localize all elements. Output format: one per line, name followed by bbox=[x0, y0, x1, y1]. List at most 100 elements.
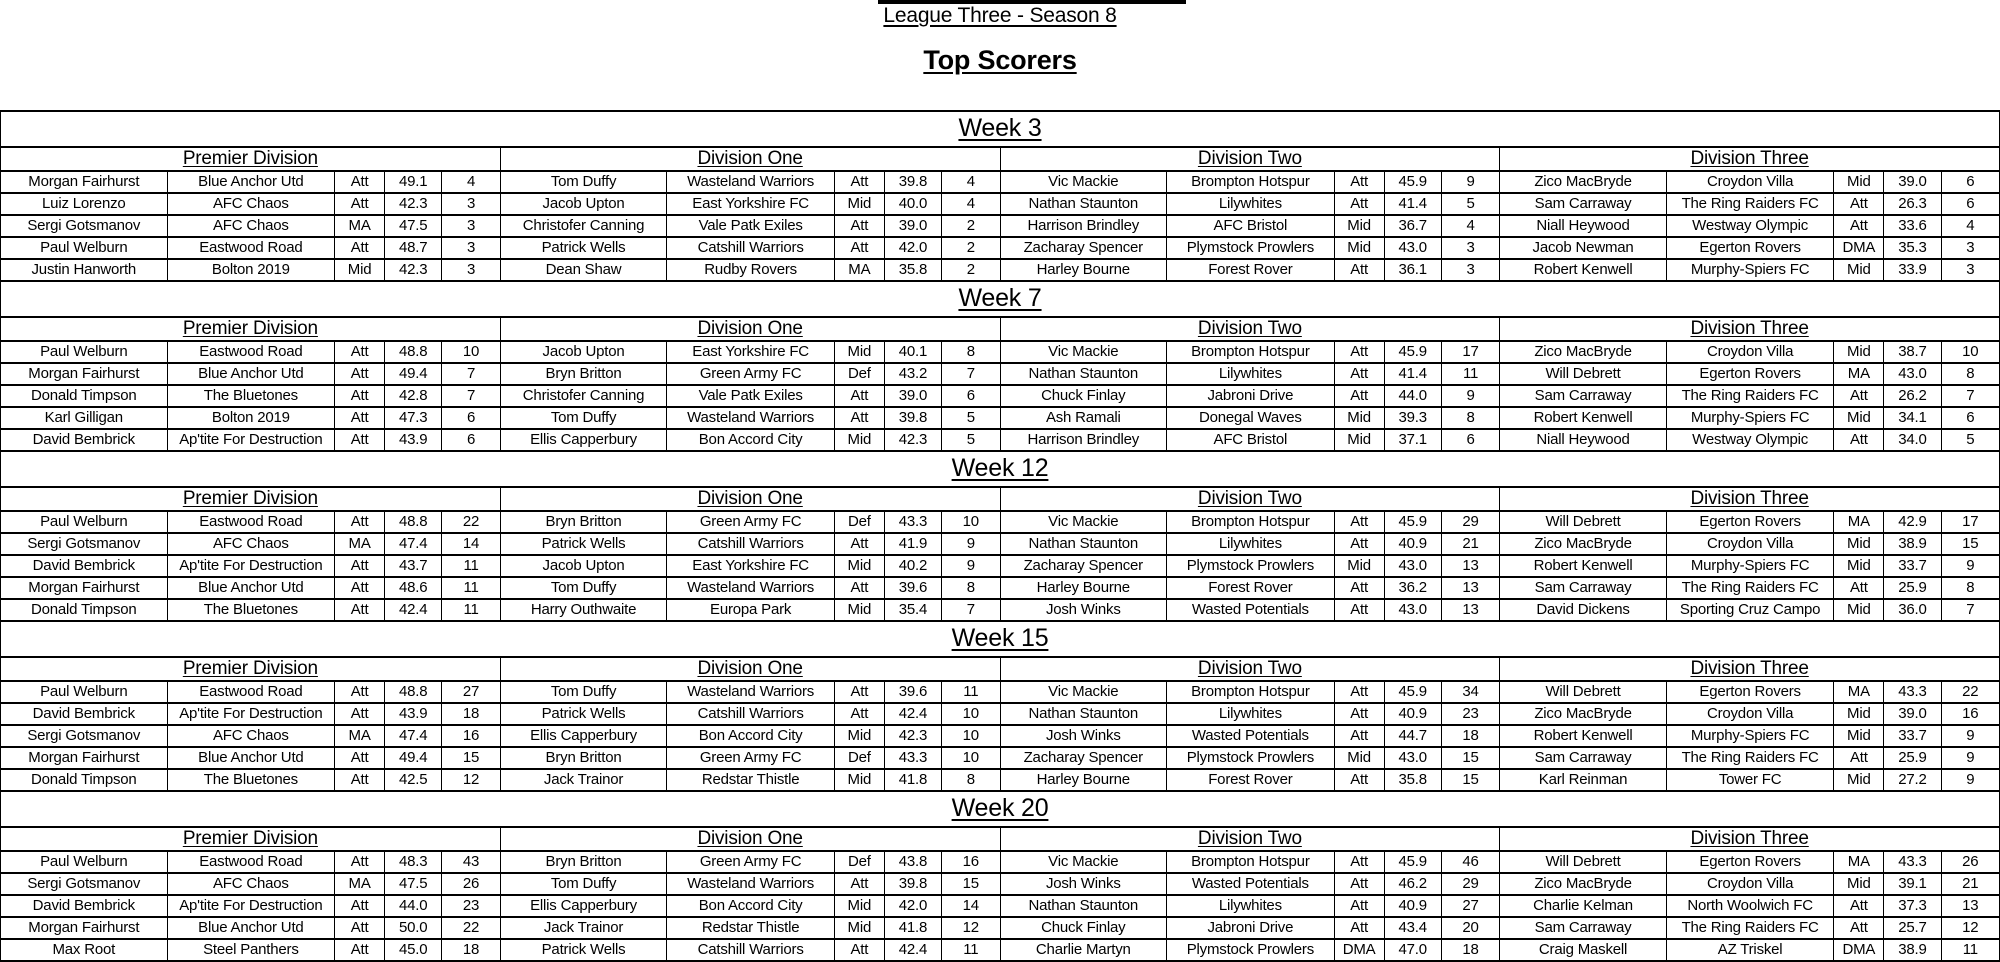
position-cell: Mid bbox=[835, 918, 885, 938]
player-row: Nathan Staunton Lilywhites Att 41.4 5 bbox=[1000, 194, 1500, 216]
team-cell: Jabroni Drive bbox=[1167, 386, 1335, 406]
player-name-cell: Nathan Staunton bbox=[1001, 704, 1168, 724]
rating-cell: 42.4 bbox=[385, 600, 443, 620]
team-cell: Ap'tite For Destruction bbox=[168, 704, 336, 724]
team-cell: Redstar Thistle bbox=[667, 770, 835, 790]
goals-cell: 22 bbox=[1962, 683, 1979, 700]
goals-cell: 3 bbox=[1966, 239, 1975, 256]
position-cell: Att bbox=[335, 386, 386, 406]
player-row: Nathan Staunton Lilywhites Att 40.9 23 bbox=[1000, 704, 1500, 726]
goals-cell: 3 bbox=[1466, 261, 1475, 278]
player-row: Jacob Upton East Yorkshire FC Mid 40.0 4 bbox=[500, 194, 1000, 216]
rating-cell: 39.8 bbox=[885, 874, 943, 894]
player-row: Robert Kenwell Murphy-Spiers FC Mid 33.7 9 bbox=[1500, 726, 1999, 748]
player-row: Zacharay Spencer Plymstock Prowlers Mid 43.… bbox=[1000, 556, 1500, 578]
player-name-cell: Niall Heywood bbox=[1500, 216, 1667, 236]
goals-cell: 9 bbox=[966, 557, 975, 574]
goals-cell: 9 bbox=[966, 535, 975, 552]
rating-cell: 43.9 bbox=[385, 704, 443, 724]
team-cell: Wasted Potentials bbox=[1167, 726, 1335, 746]
rating-cell: 45.9 bbox=[1385, 342, 1442, 362]
team-cell: AFC Bristol bbox=[1167, 216, 1335, 236]
position-cell: Mid bbox=[1834, 534, 1885, 554]
team-cell: AFC Chaos bbox=[168, 534, 336, 554]
position-cell: Att bbox=[335, 172, 386, 192]
rating-cell: 48.3 bbox=[385, 852, 443, 872]
rating-cell: 34.0 bbox=[1884, 430, 1942, 450]
player-row: Tom Duffy Wasteland Warriors Att 39.8 5 bbox=[500, 408, 1000, 430]
position-cell: Att bbox=[1335, 512, 1385, 532]
goals-cell: 7 bbox=[966, 601, 975, 618]
position-cell: Att bbox=[335, 408, 386, 428]
division-header: Division One bbox=[500, 148, 1000, 172]
goals-cell: 8 bbox=[966, 343, 975, 360]
team-cell: Bon Accord City bbox=[667, 726, 835, 746]
position-cell: Mid bbox=[1335, 216, 1385, 236]
division-header: Premier Division bbox=[1, 828, 500, 852]
rating-cell: 37.1 bbox=[1385, 430, 1442, 450]
position-cell: Att bbox=[1335, 386, 1385, 406]
team-cell: Wasted Potentials bbox=[1167, 600, 1335, 620]
team-cell: Catshill Warriors bbox=[667, 704, 835, 724]
goals-cell: 7 bbox=[1966, 387, 1975, 404]
division-header: Division One bbox=[500, 658, 1000, 682]
player-row: Donald Timpson The Bluetones Att 42.8 7 bbox=[1, 386, 500, 408]
goals-cell: 23 bbox=[1462, 705, 1479, 722]
player-name-cell: Paul Welburn bbox=[1, 512, 168, 532]
position-cell: Mid bbox=[1834, 342, 1885, 362]
goals-cell: 3 bbox=[466, 195, 476, 212]
goals-cell: 5 bbox=[1966, 431, 1975, 448]
goals-cell: 18 bbox=[462, 705, 480, 722]
goals-cell: 2 bbox=[966, 217, 975, 234]
team-cell: Plymstock Prowlers bbox=[1167, 238, 1335, 258]
player-name-cell: Jacob Upton bbox=[501, 556, 668, 576]
rating-cell: 43.0 bbox=[1385, 238, 1442, 258]
player-name-cell: Sam Carraway bbox=[1500, 194, 1667, 214]
player-name-cell: Tom Duffy bbox=[501, 172, 668, 192]
player-name-cell: Morgan Fairhurst bbox=[1, 364, 168, 384]
team-cell: Plymstock Prowlers bbox=[1167, 940, 1335, 960]
week-title: Week 20 bbox=[0, 792, 2000, 828]
player-row: Zico MacBryde Croydon Villa Mid 39.0 6 bbox=[1500, 172, 1999, 194]
player-name-cell: Jack Trainor bbox=[501, 918, 668, 938]
team-cell: AFC Bristol bbox=[1167, 430, 1335, 450]
position-cell: MA bbox=[1834, 852, 1885, 872]
player-name-cell: Tom Duffy bbox=[501, 578, 668, 598]
goals-cell: 5 bbox=[1466, 195, 1475, 212]
rating-cell: 40.1 bbox=[885, 342, 943, 362]
position-cell: Mid bbox=[1834, 408, 1885, 428]
player-name-cell: Nathan Staunton bbox=[1001, 534, 1168, 554]
team-cell: AFC Chaos bbox=[168, 726, 336, 746]
team-cell: Murphy-Spiers FC bbox=[1667, 408, 1835, 428]
player-name-cell: Dean Shaw bbox=[501, 260, 668, 280]
player-name-cell: Vic Mackie bbox=[1001, 852, 1168, 872]
division-header: Division Three bbox=[1500, 318, 1999, 342]
team-cell: Bolton 2019 bbox=[168, 260, 336, 280]
team-cell: Plymstock Prowlers bbox=[1167, 748, 1335, 768]
top-border-segment bbox=[878, 0, 1186, 4]
team-cell: Egerton Rovers bbox=[1667, 512, 1835, 532]
goals-cell: 15 bbox=[1462, 771, 1479, 788]
player-row: Jacob Newman Egerton Rovers DMA 35.3 3 bbox=[1500, 238, 1999, 260]
division-header: Division Two bbox=[1000, 488, 1500, 512]
goals-cell: 5 bbox=[966, 409, 975, 426]
goals-cell: 15 bbox=[1462, 749, 1479, 766]
player-row: Zacharay Spencer Plymstock Prowlers Mid 43.… bbox=[1000, 748, 1500, 770]
position-cell: Att bbox=[1335, 852, 1385, 872]
goals-cell: 18 bbox=[1462, 941, 1479, 958]
team-cell: Jabroni Drive bbox=[1167, 918, 1335, 938]
rating-cell: 25.7 bbox=[1884, 918, 1942, 938]
player-name-cell: Sam Carraway bbox=[1500, 748, 1667, 768]
position-cell: Att bbox=[835, 238, 885, 258]
player-name-cell: Zacharay Spencer bbox=[1001, 238, 1168, 258]
player-name-cell: Nathan Staunton bbox=[1001, 896, 1168, 916]
player-row: Ash Ramali Donegal Waves Mid 39.3 8 bbox=[1000, 408, 1500, 430]
division-table: Division One Bryn Britton Green Army FC Def… bbox=[500, 828, 1001, 962]
rating-cell: 39.6 bbox=[885, 682, 943, 702]
position-cell: MA bbox=[335, 216, 386, 236]
team-cell: Green Army FC bbox=[667, 748, 835, 768]
team-cell: Forest Rover bbox=[1167, 770, 1335, 790]
player-name-cell: Zico MacBryde bbox=[1500, 874, 1667, 894]
division-header: Premier Division bbox=[1, 318, 500, 342]
position-cell: Att bbox=[835, 682, 885, 702]
